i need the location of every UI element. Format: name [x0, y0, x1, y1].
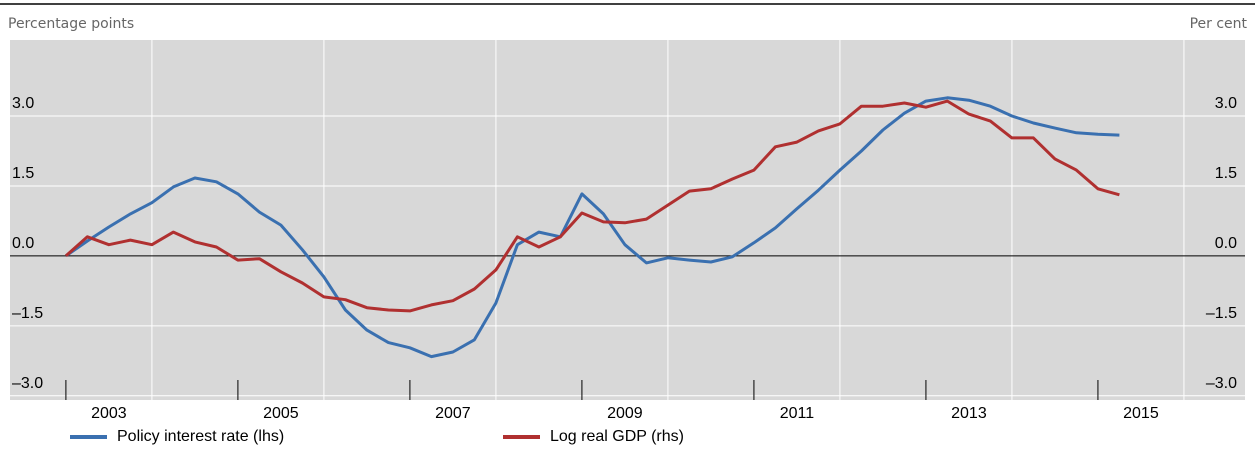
- x-tick-label: 2007: [435, 405, 471, 422]
- left-axis-label: Percentage points: [8, 16, 134, 32]
- series-line: [64, 99, 1120, 313]
- y-tick-label: 1.5: [12, 165, 34, 182]
- x-tick-label: 2003: [91, 405, 127, 422]
- x-tick-label: 2015: [1123, 405, 1159, 422]
- y2-tick-label: 1.5: [1215, 165, 1237, 182]
- y2-tick-label: –1.5: [1206, 305, 1237, 322]
- y-tick-label: 0.0: [12, 235, 34, 252]
- y-tick-label: –3.0: [12, 375, 43, 392]
- series-line: [65, 96, 1120, 359]
- legend-label: Log real GDP (rhs): [550, 428, 684, 445]
- x-tick-label: 2009: [607, 405, 643, 422]
- y2-tick-label: 3.0: [1215, 95, 1237, 112]
- x-tick-label: 2011: [780, 405, 815, 422]
- plot-area: [10, 40, 1245, 400]
- legend-label: Policy interest rate (lhs): [117, 428, 284, 445]
- y-tick-label: 3.0: [12, 95, 34, 112]
- y2-tick-label: 0.0: [1215, 235, 1237, 252]
- x-tick-label: 2013: [951, 405, 987, 422]
- right-axis-label: Per cent: [1190, 16, 1248, 32]
- y-tick-label: –1.5: [12, 305, 43, 322]
- y2-tick-label: –3.0: [1206, 375, 1237, 392]
- x-tick-label: 2005: [263, 405, 299, 422]
